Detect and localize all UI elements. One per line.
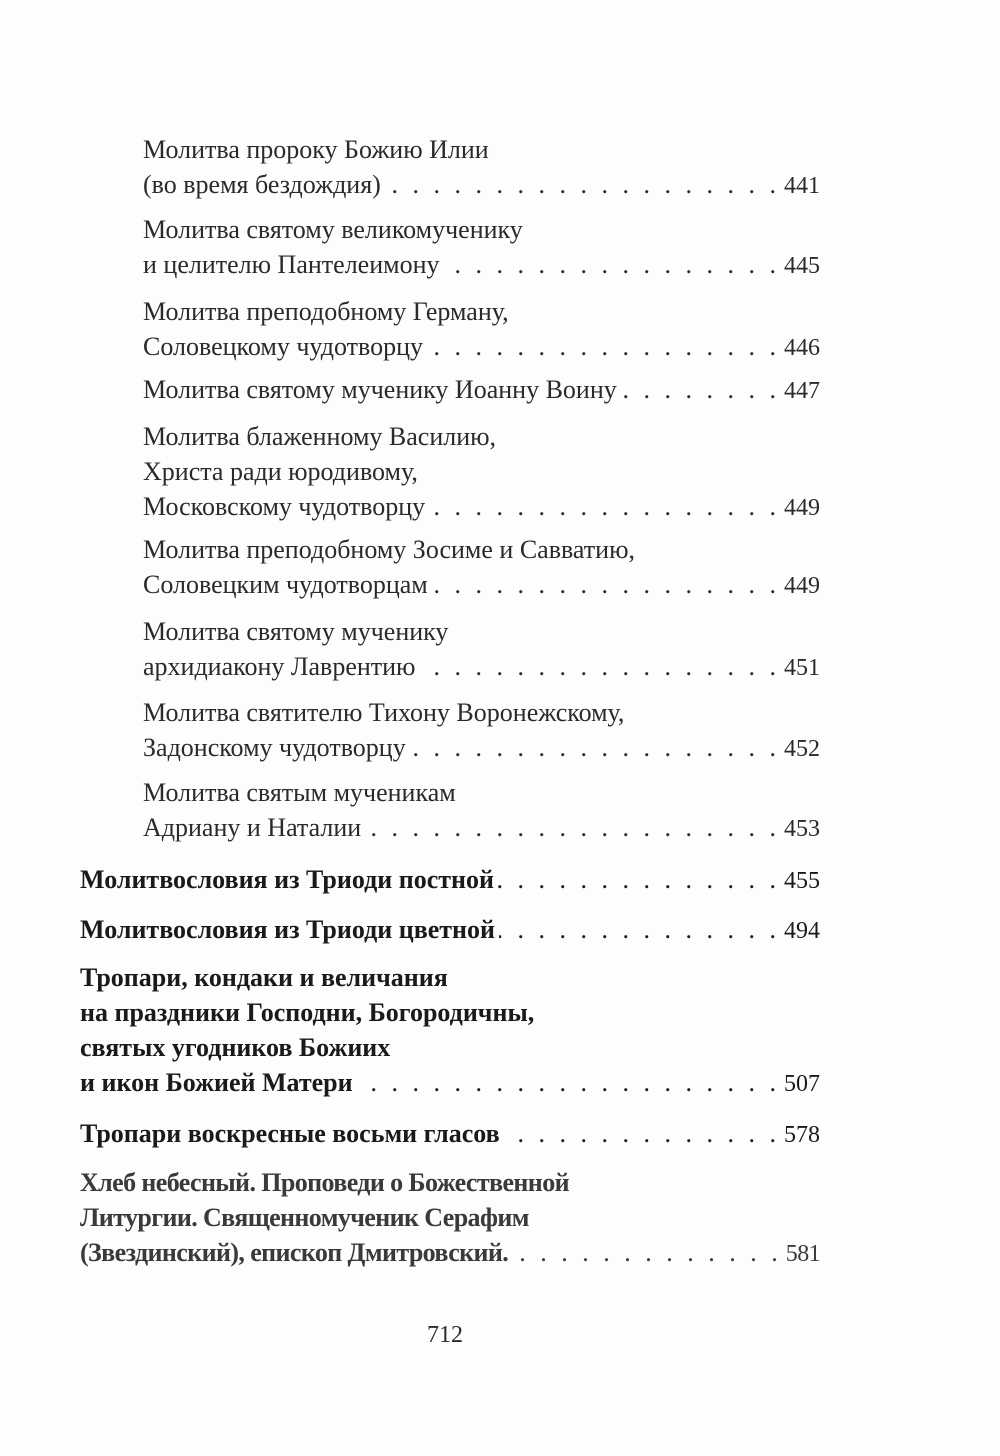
toc-entry-title: Молитва святителю Тихону Воронежскому,	[143, 698, 625, 727]
toc-page-number: 507	[784, 1071, 820, 1097]
toc-entry: Тропари воскресные восьми гласов 578	[80, 1116, 820, 1153]
toc-page-number: 578	[784, 1122, 820, 1148]
page-number: 712	[427, 1322, 463, 1348]
toc-entry: Молитва святителю Тихону Воронежскому, За…	[143, 695, 820, 767]
toc-entry: Молитва преподобному Герману, Соловецкому…	[143, 294, 820, 366]
toc-entry: Молитва святому мученику Иоанну Воину 447	[143, 372, 820, 409]
dot-leader	[444, 247, 781, 282]
dot-leader	[365, 810, 780, 845]
toc-entry-title: Московскому чудотворцу	[143, 492, 426, 521]
toc-entry-line: Молитва святым мученикам	[143, 775, 820, 810]
toc-entry-line: на праздники Господни, Богородичны,	[80, 995, 820, 1030]
toc-entry-title: и икон Божией Матери	[80, 1068, 353, 1097]
toc-entry-title: и целителю Пантелеимону	[143, 250, 440, 279]
toc-entry-line: Молитвословия из Триоди постной 455	[80, 862, 820, 899]
toc-entry: Молитва святому великомученику и целителю…	[143, 212, 820, 284]
toc-entry-title: Молитва пророку Божию Илии	[143, 135, 489, 164]
toc-entry-line: Адриану и Наталии 453	[143, 810, 820, 847]
toc-page-number: 441	[784, 173, 820, 199]
toc-entry-title: Тропари, кондаки и величания	[80, 963, 448, 992]
toc-entry-line: святых угодников Божиих	[80, 1030, 820, 1065]
toc-entry-line: Соловецкому чудотворцу 446	[143, 329, 820, 366]
toc-entry: Молитвословия из Триоди цветной 494	[80, 912, 820, 949]
toc-entry-line: Христа ради юродивому,	[143, 454, 820, 489]
toc-entry: Молитва святому мученику архидиакону Лавр…	[143, 614, 820, 686]
dot-leader	[512, 1235, 782, 1270]
toc-entry-line: Задонскому чудотворцу 452	[143, 730, 820, 767]
dot-leader	[621, 372, 780, 407]
dot-leader	[432, 567, 780, 602]
toc-entry-title: архидиакону Лаврентию	[143, 652, 416, 681]
toc-entry-title: Хлеб небесный. Проповеди о Божественной	[80, 1168, 570, 1197]
dot-leader	[357, 1065, 780, 1100]
toc-entry-line: Хлеб небесный. Проповеди о Божественной	[80, 1165, 820, 1200]
toc-page-number: 449	[784, 495, 820, 521]
toc-entry-title: Соловецкому чудотворцу	[143, 332, 424, 361]
toc-entry-title: Молитва святому мученику	[143, 617, 449, 646]
toc-entry-line: Молитва святому мученику Иоанну Воину 447	[143, 372, 820, 409]
dot-leader	[410, 730, 780, 765]
toc-entry-line: Литургии. Священномученик Серафим	[80, 1200, 820, 1235]
toc-entry-title: (во время бездождия)	[143, 170, 381, 199]
toc-entry-line: Молитва преподобному Герману,	[143, 294, 820, 329]
toc-page-number: 449	[784, 573, 820, 599]
toc-entry-line: Молитва пророку Божию Илии	[143, 132, 820, 167]
toc-entry-line: Соловецким чудотворцам 449	[143, 567, 820, 604]
toc-entry: Тропари, кондаки и величания на праздники…	[80, 960, 820, 1102]
toc-entry-line: Молитва блаженному Василию,	[143, 419, 820, 454]
toc-entry-title: Христа ради юродивому,	[143, 457, 418, 486]
toc-entry-line: Молитва святому мученику	[143, 614, 820, 649]
toc-page-number: 447	[784, 378, 820, 404]
toc-entry-line: Московскому чудотворцу 449	[143, 489, 820, 526]
toc-page-number: 455	[784, 868, 820, 894]
toc-page-number: 452	[784, 736, 820, 762]
toc-entry: Хлеб небесный. Проповеди о Божественной Л…	[80, 1165, 821, 1272]
toc-page-number: 581	[785, 1241, 821, 1267]
toc-entry: Молитва святым мученикам Адриану и Натали…	[143, 775, 820, 847]
toc-entry-title: Молитва преподобному Зосиме и Савватию,	[143, 535, 635, 564]
toc-page-number: 453	[784, 816, 820, 842]
toc-entry-line: (во время бездождия) 441	[143, 167, 820, 204]
dot-leader	[427, 329, 780, 364]
toc-entry-line: Молитвословия из Триоди цветной 494	[80, 912, 820, 949]
toc-page-number: 494	[784, 918, 820, 944]
dot-leader	[504, 1116, 780, 1151]
toc-entry: Молитва преподобному Зосиме и Савватию, С…	[143, 532, 820, 604]
toc-entry-title: Молитвословия из Триоди цветной	[80, 915, 496, 944]
toc-entry-title: Задонскому чудотворцу	[143, 733, 406, 762]
toc-entry-line: Молитва святому великомученику	[143, 212, 820, 247]
dot-leader	[498, 862, 780, 897]
toc-entry-line: архидиакону Лаврентию 451	[143, 649, 820, 686]
toc-entry-title: Молитва святому великомученику	[143, 215, 523, 244]
toc-entry-title: Адриану и Наталии	[143, 813, 362, 842]
toc-entry-title: Молитва блаженному Василию,	[143, 422, 497, 451]
toc-entry: Молитва блаженному Василию, Христа ради ю…	[143, 419, 820, 526]
toc-entry-title: Тропари воскресные восьми гласов	[80, 1119, 500, 1148]
toc-entry-title: Молитвословия из Триоди постной	[80, 865, 494, 894]
toc-page-number: 445	[784, 253, 820, 279]
toc-entry-title: Молитва святым мученикам	[143, 778, 456, 807]
dot-leader	[385, 167, 780, 202]
toc-entry-line: Молитва святителю Тихону Воронежскому,	[143, 695, 820, 730]
toc-entry-title: Литургии. Священномученик Серафим	[80, 1203, 529, 1232]
dot-leader	[419, 649, 780, 684]
toc-entry-line: и целителю Пантелеимону 445	[143, 247, 820, 284]
toc-entry-title: Молитва святому мученику Иоанну Воину	[143, 375, 617, 404]
toc-entry-title: Молитва преподобному Герману,	[143, 297, 509, 326]
toc-page-number: 446	[784, 335, 820, 361]
toc-entry-line: Тропари, кондаки и величания	[80, 960, 820, 995]
toc-entry-title: (Звездинский), епископ Дмитровский.	[80, 1238, 509, 1267]
toc-entry-line: (Звездинский), епископ Дмитровский. 581	[80, 1235, 821, 1272]
toc-entry-line: Тропари воскресные восьми гласов 578	[80, 1116, 820, 1153]
toc-entry-line: Молитва преподобному Зосиме и Савватию,	[143, 532, 820, 567]
dot-leader	[429, 489, 780, 524]
dot-leader	[499, 912, 780, 947]
toc-entry-line: и икон Божией Матери 507	[80, 1065, 820, 1102]
toc-entry-title: святых угодников Божиих	[80, 1033, 391, 1062]
toc-entry-title: Соловецким чудотворцам	[143, 570, 428, 599]
toc-entry: Молитва пророку Божию Илии (во время безд…	[143, 132, 820, 204]
toc-entry-title: на праздники Господни, Богородичны,	[80, 998, 535, 1027]
toc-page-number: 451	[784, 655, 820, 681]
toc-entry: Молитвословия из Триоди постной 455	[80, 862, 820, 899]
